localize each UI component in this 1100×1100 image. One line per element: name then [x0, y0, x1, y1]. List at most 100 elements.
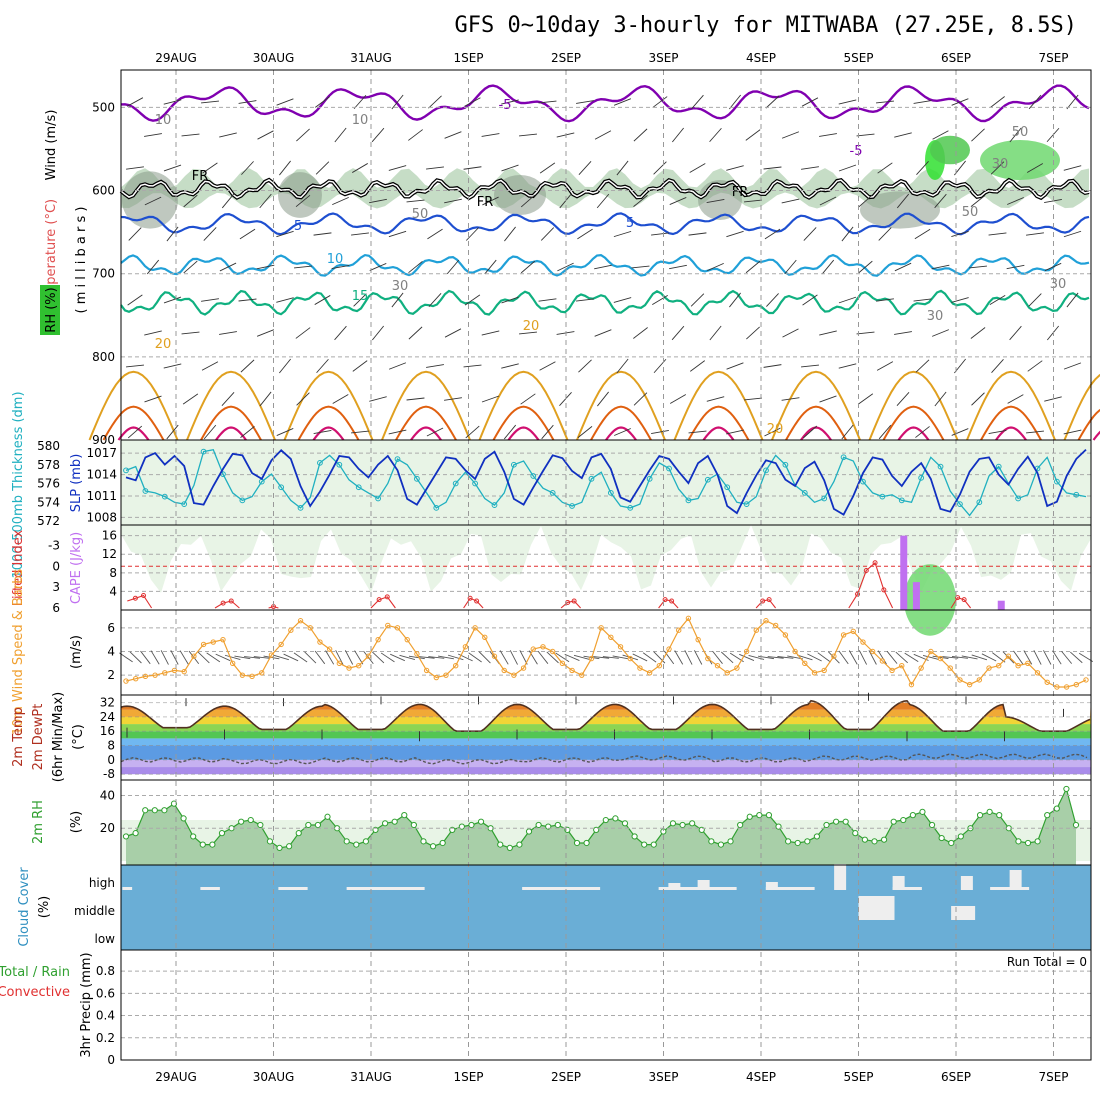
rh-point — [410, 821, 417, 829]
cloud-level-label: low — [95, 932, 116, 946]
rh-line — [125, 787, 1077, 849]
rh-point — [295, 830, 302, 837]
high-cloud-gap — [697, 880, 710, 890]
wind-barb — [1028, 293, 1042, 307]
surface-wind-barb — [642, 652, 657, 663]
wind-barb — [428, 95, 442, 109]
thickness-point — [1054, 478, 1060, 485]
rh-point — [554, 821, 561, 829]
date-label-top: 4SEP — [746, 51, 776, 65]
slp-axis-label: SLP (mb) — [69, 454, 84, 513]
wind-barb — [726, 165, 744, 171]
wind-barb — [557, 262, 574, 272]
wind-barb — [913, 298, 932, 302]
surface-wind-barb — [224, 654, 241, 661]
isotherm-plus25-dome — [590, 405, 652, 441]
wind-speed-point — [210, 639, 216, 645]
wind-barb — [259, 193, 272, 209]
rh-point — [525, 828, 533, 835]
wind-barb — [988, 232, 1007, 236]
temperature-tick-label: 0 — [107, 753, 115, 767]
surface-wind-barb — [981, 653, 997, 662]
rh-point — [238, 818, 245, 825]
rh-point — [266, 838, 274, 845]
surface-wind-barb — [653, 651, 666, 664]
surface-wind-barb — [478, 651, 491, 664]
wind-speed-point — [617, 644, 624, 650]
clear-sky-gap — [278, 887, 308, 890]
wind-barb — [369, 396, 387, 402]
date-label-bottom: 3SEP — [648, 1070, 678, 1084]
wind-barb — [351, 430, 369, 434]
thickness-point — [355, 484, 362, 491]
thickness-point — [239, 497, 246, 504]
date-label-top: 1SEP — [453, 51, 483, 65]
wind-speed-point — [821, 667, 827, 674]
wind-speed-point — [753, 627, 760, 633]
rh-point — [583, 839, 590, 847]
wind-barb — [801, 97, 819, 107]
wind-speed-point — [394, 625, 401, 631]
isotherm-plus30-dome — [897, 426, 930, 441]
rh-point — [785, 838, 792, 845]
wind-barb — [597, 391, 609, 407]
precip-total-label: Total / Rain — [0, 965, 70, 980]
wind-barb — [221, 193, 235, 209]
wind-barb — [428, 293, 442, 307]
thickness-point — [685, 497, 692, 504]
isotherm-plus30-dome — [312, 426, 345, 441]
cape-tick-label: 4 — [109, 584, 117, 598]
surface-wind-barb — [253, 656, 270, 659]
surface-wind-barb — [1043, 650, 1052, 665]
contour-label: 10 — [155, 113, 172, 128]
wind-speed-point — [511, 672, 517, 678]
wind-barb — [631, 265, 650, 269]
rh-point — [996, 812, 1003, 819]
wind-barb — [464, 294, 481, 306]
isotherm-plus20-dome — [868, 370, 959, 441]
surface-wind-barb — [612, 655, 629, 660]
rh-point — [717, 841, 725, 848]
date-label-top: 3SEP — [648, 51, 678, 65]
isotherm-plus30-dome — [605, 426, 637, 441]
cape-tick-label: 12 — [102, 547, 117, 561]
contour-label: 50 — [412, 207, 429, 222]
thickness-point — [200, 448, 207, 455]
precip-tick-label: 0.6 — [96, 986, 115, 1000]
wind-speed-point — [472, 625, 478, 631]
panel-frame — [120, 949, 1092, 1061]
wind-speed-point — [918, 665, 924, 671]
rh-point — [765, 812, 773, 819]
surface-wind-barb — [694, 650, 703, 665]
isotherm-plus25-dome — [687, 405, 750, 441]
li-point — [376, 597, 382, 603]
li-point — [662, 597, 668, 603]
rh-point — [343, 838, 350, 845]
rh-point — [737, 821, 744, 829]
surface-wind-barb — [564, 653, 580, 662]
high-cloud-gap — [960, 876, 973, 890]
surface-wind-barb — [971, 654, 988, 661]
surface-wind-barb — [428, 656, 445, 659]
cape-bar — [912, 582, 920, 610]
cloud-cover-fill — [121, 865, 1091, 950]
thickness-point — [627, 504, 634, 511]
cape-axis-label: CAPE (J/kg) — [69, 532, 84, 604]
date-label-top: 7SEP — [1038, 51, 1068, 65]
isotherm-plus25-dome — [980, 405, 1042, 441]
wind-barb — [126, 166, 144, 170]
clear-sky-gap — [707, 887, 737, 890]
wind-barb — [296, 392, 310, 406]
wind-speed-point — [646, 670, 653, 676]
li-axis-label: Lifted Index — [11, 529, 26, 606]
wind-speed-point — [336, 660, 343, 667]
run-total-text: Run Total = 0 — [1007, 955, 1087, 969]
date-label-bottom: 5SEP — [843, 1070, 873, 1084]
wind-barb — [540, 227, 555, 241]
date-label-bottom: 4SEP — [746, 1070, 776, 1084]
rh-point — [161, 807, 168, 814]
pressure-tick-label: 900 — [92, 433, 115, 447]
wind-barb — [745, 260, 761, 274]
rh-point — [190, 833, 197, 840]
contour-label: 50 — [962, 205, 979, 220]
